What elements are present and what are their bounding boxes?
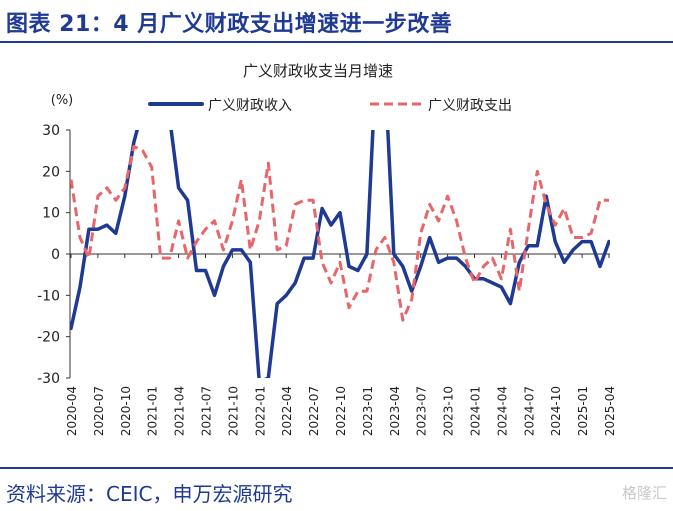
x-tick-label: 2020-04: [65, 386, 79, 436]
x-tick-label: 2021-01: [146, 386, 160, 436]
watermark: 格隆汇: [621, 484, 667, 502]
series-expenditure-line: [70, 145, 609, 322]
x-tick-label: 2024-07: [522, 386, 536, 436]
x-tick-label: 2022-01: [253, 386, 267, 436]
x-tick-label: 2023-01: [361, 386, 375, 436]
x-tick-label: 2025-01: [576, 386, 590, 436]
y-tick-label: -20: [37, 330, 60, 346]
chart-title: 广义财政收支当月增速: [243, 62, 393, 80]
x-tick-label: 2025-04: [603, 386, 617, 436]
plot-area: 30 20 10 0 -10 -20 -30 2020-04 2020-07 2020-10 202…: [37, 123, 617, 436]
y-tick-label: 0: [51, 247, 60, 263]
x-tick-label: 2022-04: [280, 386, 294, 436]
y-tick-label: 10: [42, 206, 60, 222]
x-tick-label: 2020-07: [92, 386, 106, 436]
y-tick-label: 20: [42, 164, 60, 180]
x-tick-label: 2023-07: [415, 386, 429, 436]
x-tick-label: 2021-10: [226, 386, 240, 436]
y-tick-label: -30: [37, 371, 60, 387]
legend-revenue-label: 广义财政收入: [208, 98, 292, 114]
x-tick-label: 2021-07: [200, 386, 214, 436]
series-revenue-line: [70, 130, 610, 378]
title-divider: [0, 41, 673, 43]
x-tick-label: 2023-10: [442, 386, 456, 436]
x-tick-label: 2024-10: [549, 386, 563, 436]
legend-expenditure-label: 广义财政支出: [428, 98, 512, 114]
x-tick-label: 2021-04: [173, 386, 187, 436]
line-chart: 广义财政收支当月增速 (%) 广义财政收入 广义财政支出 30 20 10 0 -10 -…: [37, 62, 617, 436]
x-tick-label: 2023-04: [388, 386, 402, 436]
x-tick-label: 2020-10: [119, 386, 133, 436]
x-tick-label: 2024-04: [495, 386, 509, 436]
x-tick-label: 2022-10: [334, 386, 348, 436]
x-tick-label: 2022-07: [307, 386, 321, 436]
figure-title: 图表 21：4 月广义财政支出增速进一步改善: [6, 12, 453, 37]
y-tick-label: -10: [37, 288, 60, 304]
source-divider: [0, 467, 673, 469]
source-note: 资料来源：CEIC，申万宏源研究: [6, 482, 293, 506]
y-axis-unit-label: (%): [51, 93, 74, 108]
y-tick-label: 30: [42, 123, 60, 139]
x-tick-label: 2024-01: [469, 386, 483, 436]
legend: 广义财政收入 广义财政支出: [148, 98, 512, 114]
